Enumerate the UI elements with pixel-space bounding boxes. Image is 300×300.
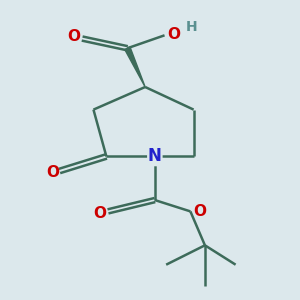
Text: O: O: [68, 29, 81, 44]
Text: O: O: [46, 165, 59, 180]
Text: H: H: [186, 20, 198, 34]
Text: O: O: [193, 204, 206, 219]
Text: O: O: [93, 206, 106, 221]
Polygon shape: [125, 47, 145, 87]
Text: O: O: [167, 26, 180, 41]
Text: N: N: [148, 148, 162, 166]
